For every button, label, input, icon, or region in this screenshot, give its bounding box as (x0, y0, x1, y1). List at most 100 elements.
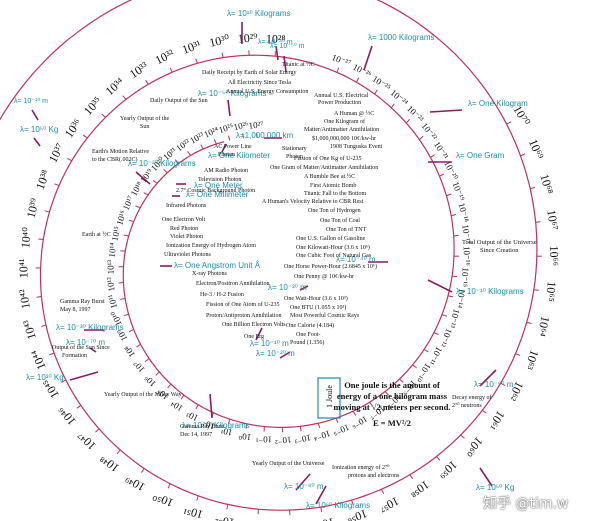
lambda-arrow (221, 143, 227, 153)
spiral-tick (439, 173, 445, 177)
ev-ionization: Ionization energy of 2⁷⁰ (332, 464, 390, 471)
lambda-arrow (69, 371, 99, 381)
lam-m50m: λ= 10⁻⁵⁰ m (270, 42, 305, 50)
spiral-tick (299, 426, 302, 432)
ev-earth-motion2: to the CBR(.002C) (92, 156, 138, 163)
lambda-arrow (429, 109, 463, 113)
ev-universe: Yearly Output of the Universe (252, 460, 325, 467)
lambda-arrow (479, 467, 493, 487)
spiral-tick (195, 404, 199, 410)
inner-tick-label: 10¹⁵ (110, 225, 123, 241)
spiral-tick (317, 423, 321, 429)
outer-tick-label: 10⁶⁹ (526, 137, 547, 161)
spiral-tick (433, 332, 439, 336)
ev-solar-daily: Daily Receipt by Earth of Solar Energy (202, 69, 297, 76)
outer-tick-label: 10²⁹ (237, 30, 258, 46)
lambda-arrow (135, 171, 151, 185)
spiral-tick (174, 159, 179, 164)
outer-tick-label: 10³⁹ (24, 197, 42, 219)
outer-tick-label: 10³³ (127, 59, 151, 82)
lambda-arrow (31, 109, 39, 121)
lam-m10m-left: λ= 10⁻¹⁰ m (14, 97, 48, 105)
spiral-tick (152, 179, 158, 184)
inner-tick-label: 10¹¹ (106, 293, 119, 310)
lam-1kg: λ= One Kilogram (468, 99, 528, 108)
outer-tick-label: 10⁶⁵ (543, 281, 559, 303)
ev-ev: One Electron Volt (162, 217, 205, 223)
inner-tick-label: 10² (201, 418, 216, 431)
inner-tick-label: 10⁻¹⁸ (456, 202, 471, 223)
ev-cbp: 2.7° Cosmic Background Photon (176, 187, 255, 194)
spiral-tick (95, 428, 100, 433)
spiral-tick (245, 423, 248, 429)
lambda-arrow (255, 327, 263, 341)
spiral-tick (180, 394, 185, 400)
spiral-tick (451, 214, 457, 217)
spiral-tick (351, 499, 354, 505)
outer-tick-label: 10³⁸ (33, 168, 53, 191)
ev-earth-motion: Earth's Motion Relative (92, 149, 149, 155)
ev-acpl: AC Power Line (214, 144, 252, 150)
lambda-labels: λ= 10¹⁰ Kilograms λ= 1000 Kilograms λ= One… (14, 9, 528, 510)
spiral-tick (335, 417, 339, 423)
outer-tick-label: 10⁵⁰ (151, 489, 176, 510)
lam-m50kg: λ= 10⁻⁵⁰ Kilograms (198, 89, 266, 98)
spiral-tick (515, 353, 521, 356)
spiral-tick (399, 378, 404, 383)
outer-tick-label: 10⁵³ (247, 519, 268, 521)
ev-sun-yearly2: Sun (140, 124, 149, 130)
ev-ionization2: protons and electrons (348, 473, 400, 479)
spiral-tick (242, 133, 245, 139)
ev-human-cbr: A Human's Velocity Relative to CBR Rest (262, 199, 364, 205)
ev-ion: Ionization Energy of Hydrogen Atom (166, 242, 256, 249)
spiral-ticks (35, 50, 542, 516)
ev-stationary: Stationary (282, 146, 307, 152)
ev-xray: X-ray Photons (192, 271, 227, 277)
inner-tick-label: 10⁻¹⁴ (454, 288, 467, 309)
spiral-tick (128, 219, 134, 223)
outer-tick-label: 10⁴⁶ (55, 403, 78, 428)
outer-tick-label: 10³⁵ (81, 94, 105, 118)
spiral-tick (228, 419, 231, 425)
inner-tick-label: 10¹⁴ (107, 242, 118, 258)
lambda-arrow (33, 137, 41, 147)
joule-box-label: 1 Joule (325, 385, 334, 408)
spiral-tick (169, 67, 173, 73)
ev-proton: Proton/Antiproton Annihilation (206, 313, 282, 319)
outer-tick-label: 10⁴³ (20, 318, 39, 341)
spiral-tick (61, 379, 66, 383)
lam-1mm: λ= One Millimeter (186, 190, 249, 199)
inner-tick-label: 10⁻²⁴ (389, 88, 411, 108)
spiral-tick (423, 348, 429, 353)
lam-1km: λ= One Kilometer (208, 151, 270, 160)
spiral-tick (67, 158, 72, 162)
inner-tick-label: 10⁹ (115, 328, 129, 343)
spiral-curve (0, 0, 538, 511)
ev-footpound2: Pound (1.356) (290, 339, 324, 346)
ev-u235: Fission of One Atom of U-235 (206, 301, 280, 308)
inner-tick-label: 10⁻²⁶ (351, 62, 373, 80)
lambda-arrow (479, 369, 497, 387)
ev-violet: Violet Photon (170, 234, 203, 240)
spiral-tick (136, 343, 141, 348)
spiral-tick (123, 313, 129, 317)
ev-electron: Electron/Positron Annihilation (196, 281, 270, 287)
spiral-tick (374, 89, 378, 95)
inner-tick-label: 10²⁶ (233, 119, 250, 132)
outer-tick-label: 10⁴² (16, 288, 33, 310)
ev-ton-coal: One Ton of Coal (320, 217, 360, 224)
outer-tick-label: 10³² (153, 46, 177, 67)
lam-1mkm: λ=1,000,000 km (236, 131, 293, 140)
spiral-tick (155, 371, 160, 376)
inner-tick-label: 10⁰ (238, 431, 252, 443)
lam-m70m: λ= 10⁻⁷⁰ m (66, 338, 105, 347)
ev-gasoline: One U.S. Gallon of Gasoline (296, 235, 366, 242)
lambda-arrow (427, 279, 453, 293)
spiral-tick (145, 79, 149, 85)
outer-tick-label: 10⁴⁸ (97, 452, 122, 476)
outer-tick-label: 10⁶⁷ (544, 209, 561, 231)
lam-m40m: λ= 10⁻⁴⁰ m (336, 255, 376, 264)
